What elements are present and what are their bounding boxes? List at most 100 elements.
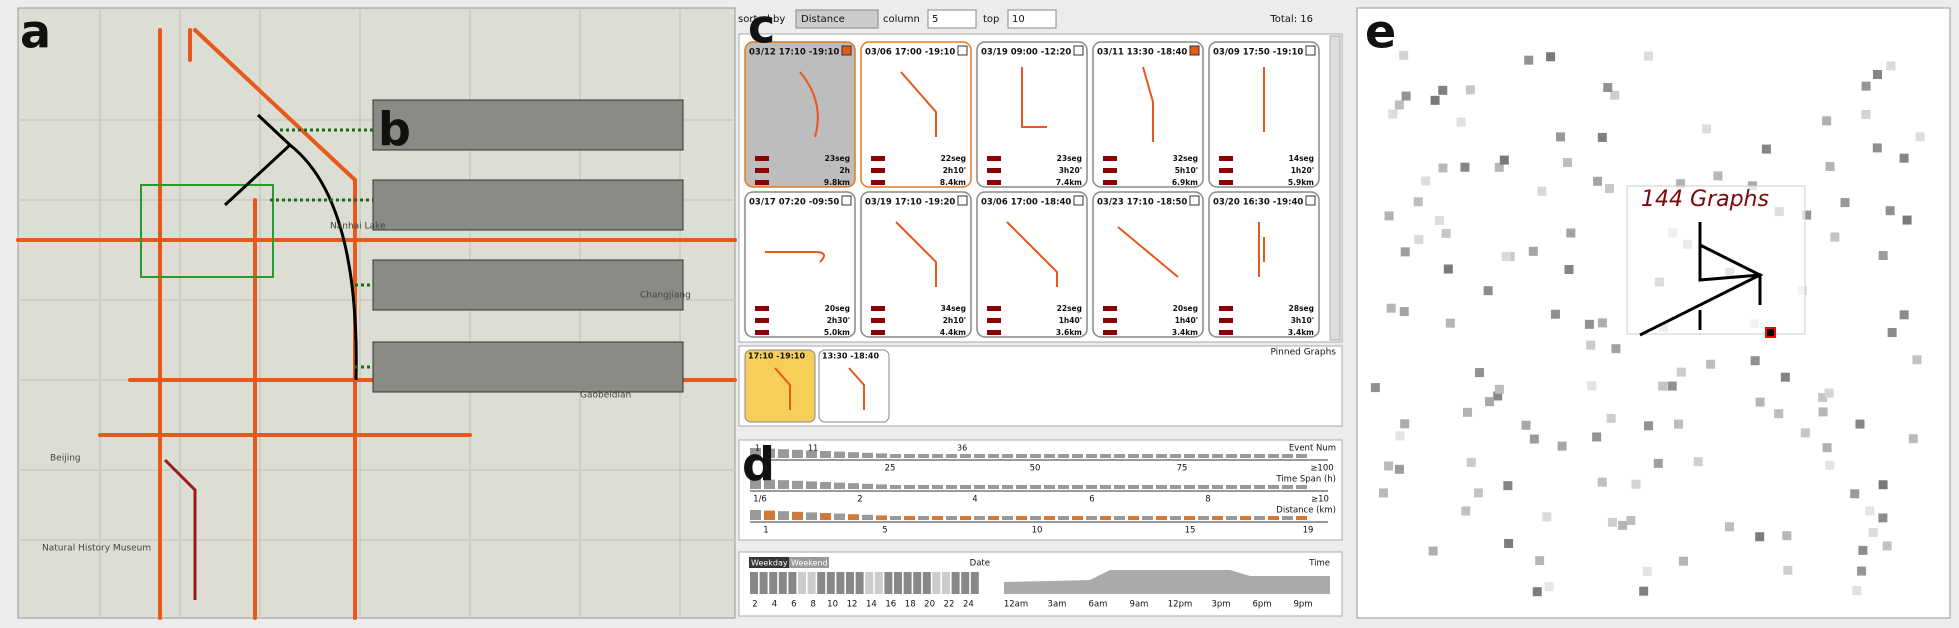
graph-point[interactable]: [1438, 85, 1448, 95]
graph-card[interactable]: [744, 41, 856, 188]
graph-point[interactable]: [1643, 51, 1653, 61]
scrollbar[interactable]: [1329, 35, 1341, 341]
graph-point[interactable]: [1465, 85, 1475, 95]
graph-card[interactable]: [976, 41, 1088, 188]
graph-point[interactable]: [1544, 582, 1554, 592]
graph-point[interactable]: [1667, 381, 1677, 391]
graph-point[interactable]: [1899, 153, 1909, 163]
graph-card[interactable]: [860, 41, 972, 188]
graph-point[interactable]: [1868, 528, 1878, 538]
graph-point[interactable]: [1702, 124, 1712, 134]
graph-point[interactable]: [1750, 356, 1760, 366]
graph-point[interactable]: [1818, 407, 1828, 417]
column-spinner[interactable]: [927, 9, 977, 29]
graph-point[interactable]: [1401, 91, 1411, 101]
pin-checkbox[interactable]: [1305, 195, 1316, 206]
graph-point[interactable]: [1857, 566, 1867, 576]
graph-point[interactable]: [1830, 232, 1840, 242]
graph-point[interactable]: [1388, 109, 1398, 119]
graph-point[interactable]: [1676, 367, 1686, 377]
graph-point[interactable]: [1384, 461, 1394, 471]
graph-point[interactable]: [1607, 517, 1617, 527]
graph-point[interactable]: [1902, 215, 1912, 225]
pin-checkbox[interactable]: [1073, 45, 1084, 56]
graph-point[interactable]: [1626, 516, 1636, 526]
graph-point[interactable]: [1399, 307, 1409, 317]
graph-point[interactable]: [1461, 506, 1471, 516]
graph-point[interactable]: [1865, 506, 1875, 516]
graph-point[interactable]: [1887, 328, 1897, 338]
graph-point[interactable]: [1370, 383, 1380, 393]
graph-point[interactable]: [1400, 247, 1410, 257]
graph-point[interactable]: [1428, 546, 1438, 556]
graph-point[interactable]: [1494, 384, 1504, 394]
graph-point[interactable]: [1761, 144, 1771, 154]
date-tab-label[interactable]: Weekend: [791, 559, 828, 568]
graph-point[interactable]: [1456, 117, 1466, 127]
graph-point[interactable]: [1414, 235, 1424, 245]
graph-point[interactable]: [1438, 163, 1448, 173]
graph-point[interactable]: [1783, 565, 1793, 575]
graph-card[interactable]: [744, 191, 856, 338]
graph-point[interactable]: [1566, 228, 1576, 238]
graph-point[interactable]: [1861, 109, 1871, 119]
graph-card[interactable]: [1208, 191, 1320, 338]
graph-point[interactable]: [1528, 246, 1538, 256]
graph-point[interactable]: [1676, 179, 1686, 189]
sort-value[interactable]: Distance: [801, 14, 845, 25]
graph-point[interactable]: [1466, 457, 1476, 467]
graph-point[interactable]: [1915, 132, 1925, 142]
graph-point[interactable]: [1878, 513, 1888, 523]
graph-point[interactable]: [1504, 538, 1514, 548]
graph-point[interactable]: [1503, 481, 1513, 491]
graph-point[interactable]: [1782, 531, 1792, 541]
graph-point[interactable]: [1800, 428, 1810, 438]
graph-point[interactable]: [1755, 397, 1765, 407]
graph-point[interactable]: [1592, 432, 1602, 442]
graph-point[interactable]: [1386, 303, 1396, 313]
pin-checkbox[interactable]: [957, 45, 968, 56]
graph-point[interactable]: [1658, 381, 1668, 391]
graph-point[interactable]: [1818, 393, 1828, 403]
pin-checkbox[interactable]: [1073, 195, 1084, 206]
graph-point[interactable]: [1610, 90, 1620, 100]
pin-checkbox[interactable]: [957, 195, 968, 206]
graph-point[interactable]: [1644, 421, 1654, 431]
graph-point[interactable]: [1606, 413, 1616, 423]
graph-point[interactable]: [1378, 488, 1388, 498]
graph-point[interactable]: [1556, 132, 1566, 142]
graph-point[interactable]: [1872, 143, 1882, 153]
graph-point[interactable]: [1639, 586, 1649, 596]
graph-point[interactable]: [1618, 520, 1628, 530]
graph-point[interactable]: [1597, 132, 1607, 142]
graph-point[interactable]: [1825, 162, 1835, 172]
graph-point[interactable]: [1852, 586, 1862, 596]
graph-point[interactable]: [1908, 434, 1918, 444]
graph-point[interactable]: [1878, 251, 1888, 261]
graph-point[interactable]: [1822, 116, 1832, 126]
date-tab[interactable]: [789, 557, 829, 568]
graph-point[interactable]: [1855, 419, 1865, 429]
graph-point[interactable]: [1642, 566, 1652, 576]
graph-point[interactable]: [1824, 388, 1834, 398]
graph-point[interactable]: [1537, 186, 1547, 196]
pin-checkbox[interactable]: [1189, 195, 1200, 206]
graph-point[interactable]: [1475, 368, 1485, 378]
graph-point[interactable]: [1882, 541, 1892, 551]
graph-point[interactable]: [1546, 52, 1556, 62]
graph-point[interactable]: [1445, 318, 1455, 328]
column-value[interactable]: 5: [932, 14, 938, 25]
graph-card[interactable]: [860, 191, 972, 338]
graph-card[interactable]: [1092, 41, 1204, 188]
selected-graph[interactable]: [1765, 327, 1776, 338]
graph-point[interactable]: [1653, 458, 1663, 468]
graph-card[interactable]: [976, 191, 1088, 338]
graph-point[interactable]: [1631, 479, 1641, 489]
graph-point[interactable]: [1400, 419, 1410, 429]
graph-point[interactable]: [1562, 158, 1572, 168]
top-spinner[interactable]: [1007, 9, 1057, 29]
graph-point[interactable]: [1593, 176, 1603, 186]
graph-point[interactable]: [1501, 251, 1511, 261]
graph-point[interactable]: [1394, 100, 1404, 110]
graph-point[interactable]: [1441, 228, 1451, 238]
